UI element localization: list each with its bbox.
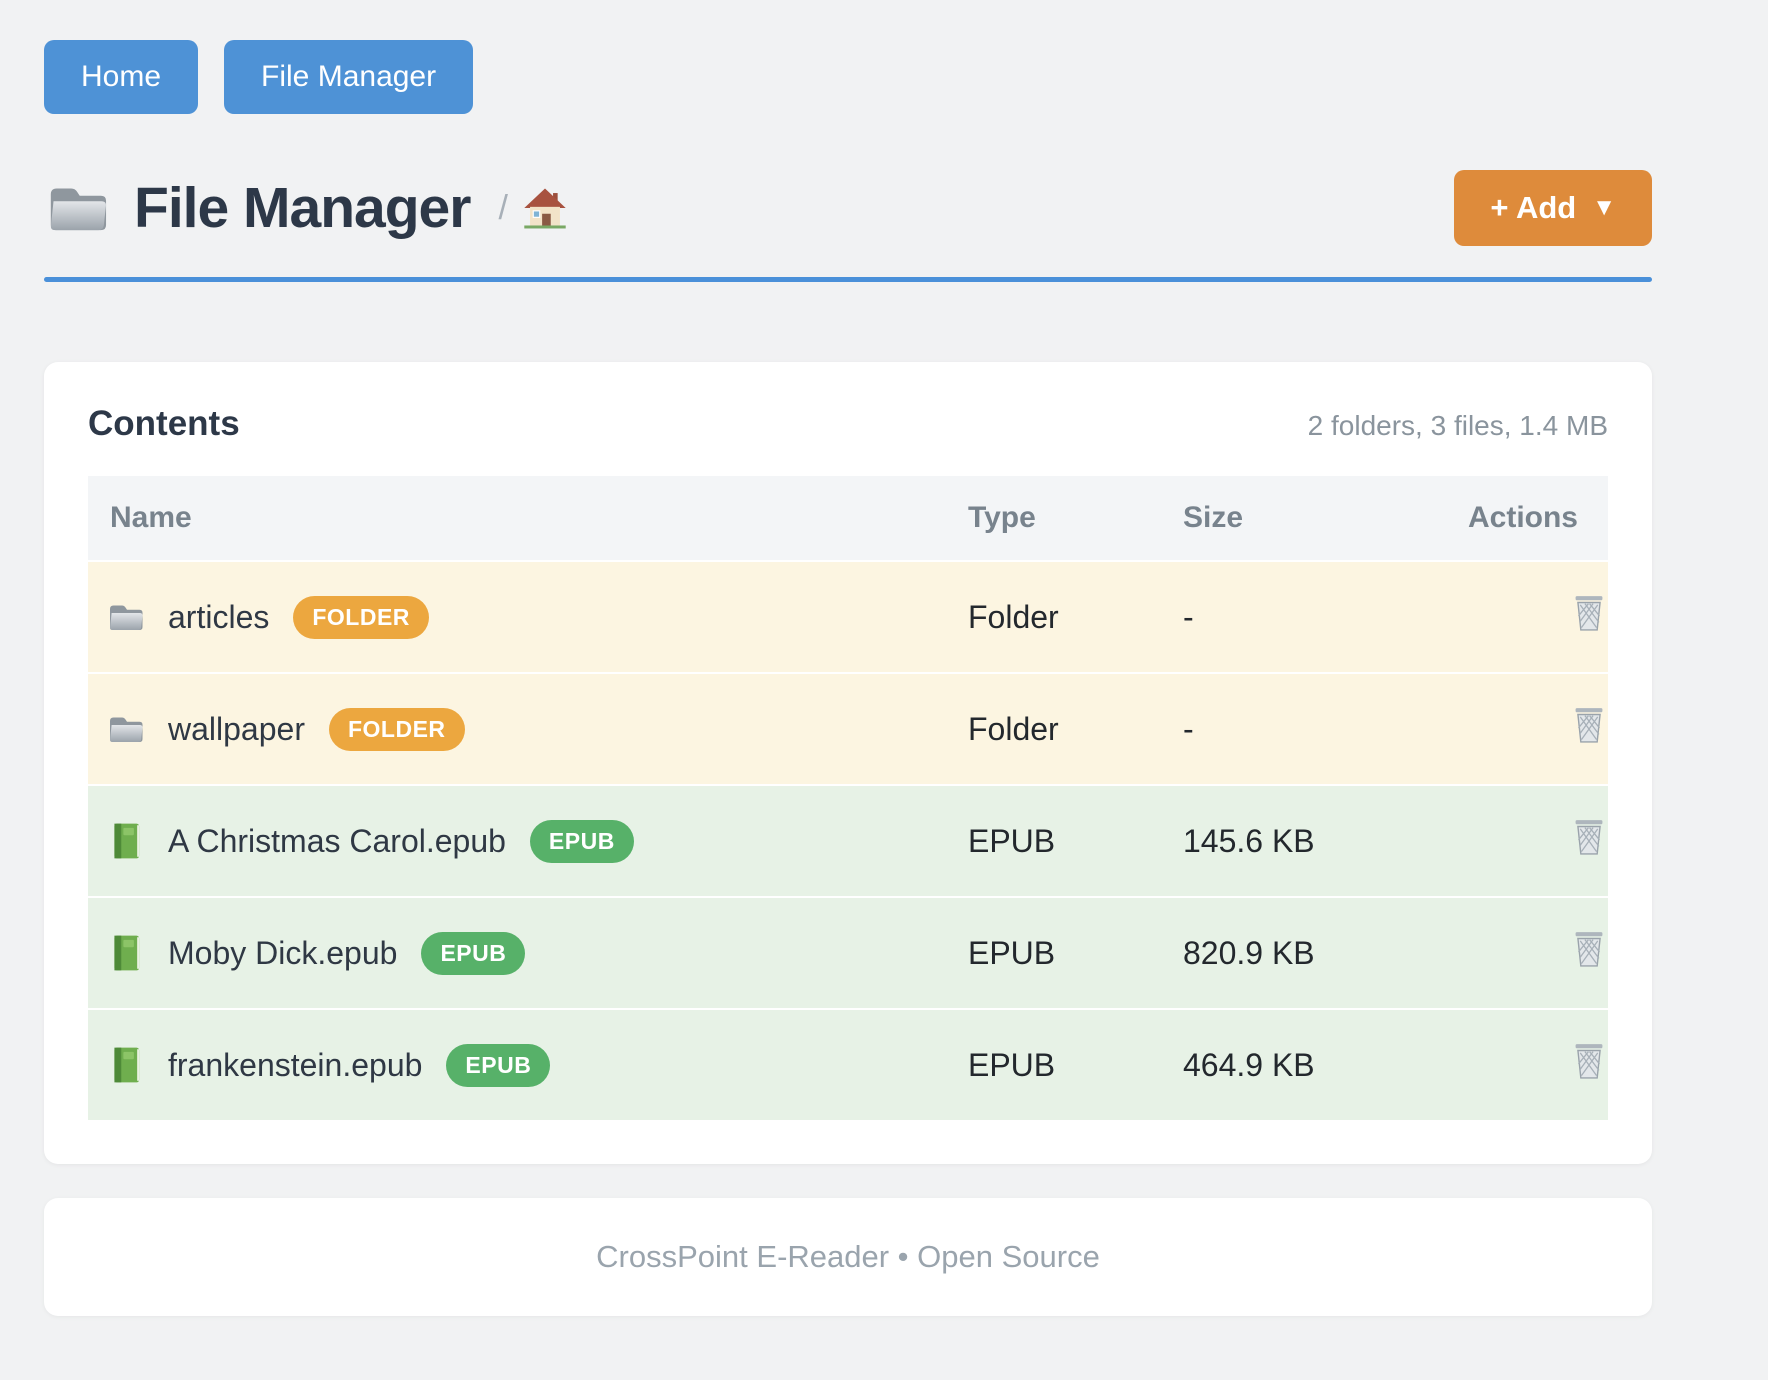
type-badge: EPUB	[446, 1044, 550, 1087]
type-badge: EPUB	[530, 820, 634, 863]
page: Home File Manager File Manager / + Add ▼…	[0, 0, 1768, 1316]
delete-button[interactable]	[1570, 928, 1608, 970]
page-header: File Manager / + Add ▼	[44, 170, 1652, 246]
table-header-row: Name Type Size Actions	[88, 476, 1608, 560]
folder-name-link[interactable]: articles	[168, 599, 269, 636]
green-book-icon	[106, 933, 146, 973]
green-book-icon	[106, 1045, 146, 1085]
trash-icon	[1570, 816, 1608, 858]
contents-summary: 2 folders, 3 files, 1.4 MB	[1308, 410, 1608, 442]
name-cell: articles FOLDER	[88, 596, 968, 639]
file-name-link[interactable]: A Christmas Carol.epub	[168, 823, 506, 860]
folder-name-link[interactable]: wallpaper	[168, 711, 305, 748]
type-value: EPUB	[968, 1010, 1183, 1120]
breadcrumb: /	[498, 185, 567, 231]
size-value: -	[1183, 674, 1468, 784]
name-cell: frankenstein.epub EPUB	[88, 1044, 968, 1087]
type-value: Folder	[968, 674, 1183, 784]
nav-home-button[interactable]: Home	[44, 40, 198, 114]
top-nav: Home File Manager	[44, 40, 1652, 114]
add-button[interactable]: + Add ▼	[1454, 170, 1652, 246]
column-header-type: Type	[968, 476, 1183, 560]
size-value: 145.6 KB	[1183, 786, 1468, 896]
contents-title: Contents	[88, 404, 240, 444]
name-cell: A Christmas Carol.epub EPUB	[88, 820, 968, 863]
table-row: Moby Dick.epub EPUB EPUB 820.9 KB	[88, 898, 1608, 1008]
table-row: A Christmas Carol.epub EPUB EPUB 145.6 K…	[88, 786, 1608, 896]
file-table: Name Type Size Actions articles FOLDER	[88, 474, 1608, 1122]
add-button-label: + Add	[1490, 190, 1576, 226]
file-name-link[interactable]: frankenstein.epub	[168, 1047, 422, 1084]
breadcrumb-separator: /	[498, 189, 507, 228]
size-value: 464.9 KB	[1183, 1010, 1468, 1120]
contents-card: Contents 2 folders, 3 files, 1.4 MB Name…	[44, 362, 1652, 1164]
trash-icon	[1570, 704, 1608, 746]
nav-file-manager-button[interactable]: File Manager	[224, 40, 473, 114]
chevron-down-icon: ▼	[1592, 194, 1616, 222]
green-book-icon	[106, 821, 146, 861]
folder-icon	[44, 179, 112, 237]
delete-button[interactable]	[1570, 1040, 1608, 1082]
delete-button[interactable]	[1570, 816, 1608, 858]
type-badge: FOLDER	[293, 596, 429, 639]
type-value: EPUB	[968, 898, 1183, 1008]
type-value: Folder	[968, 562, 1183, 672]
contents-card-header: Contents 2 folders, 3 files, 1.4 MB	[88, 404, 1608, 444]
table-row: wallpaper FOLDER Folder -	[88, 674, 1608, 784]
name-cell: wallpaper FOLDER	[88, 708, 968, 751]
folder-icon	[106, 709, 146, 749]
folder-icon	[106, 597, 146, 637]
house-icon[interactable]	[522, 185, 568, 231]
column-header-size: Size	[1183, 476, 1468, 560]
delete-button[interactable]	[1570, 592, 1608, 634]
trash-icon	[1570, 928, 1608, 970]
type-badge: EPUB	[421, 932, 525, 975]
trash-icon	[1570, 1040, 1608, 1082]
table-row: frankenstein.epub EPUB EPUB 464.9 KB	[88, 1010, 1608, 1120]
delete-button[interactable]	[1570, 704, 1608, 746]
type-badge: FOLDER	[329, 708, 465, 751]
column-header-actions: Actions	[1468, 476, 1608, 560]
size-value: -	[1183, 562, 1468, 672]
title-divider	[44, 277, 1652, 282]
footer-text: CrossPoint E-Reader • Open Source	[596, 1239, 1100, 1275]
size-value: 820.9 KB	[1183, 898, 1468, 1008]
footer: CrossPoint E-Reader • Open Source	[44, 1198, 1652, 1316]
title-group: File Manager /	[44, 175, 568, 241]
table-row: articles FOLDER Folder -	[88, 562, 1608, 672]
file-name-link[interactable]: Moby Dick.epub	[168, 935, 397, 972]
type-value: EPUB	[968, 786, 1183, 896]
name-cell: Moby Dick.epub EPUB	[88, 932, 968, 975]
column-header-name: Name	[88, 476, 968, 560]
page-title: File Manager	[134, 175, 470, 241]
trash-icon	[1570, 592, 1608, 634]
